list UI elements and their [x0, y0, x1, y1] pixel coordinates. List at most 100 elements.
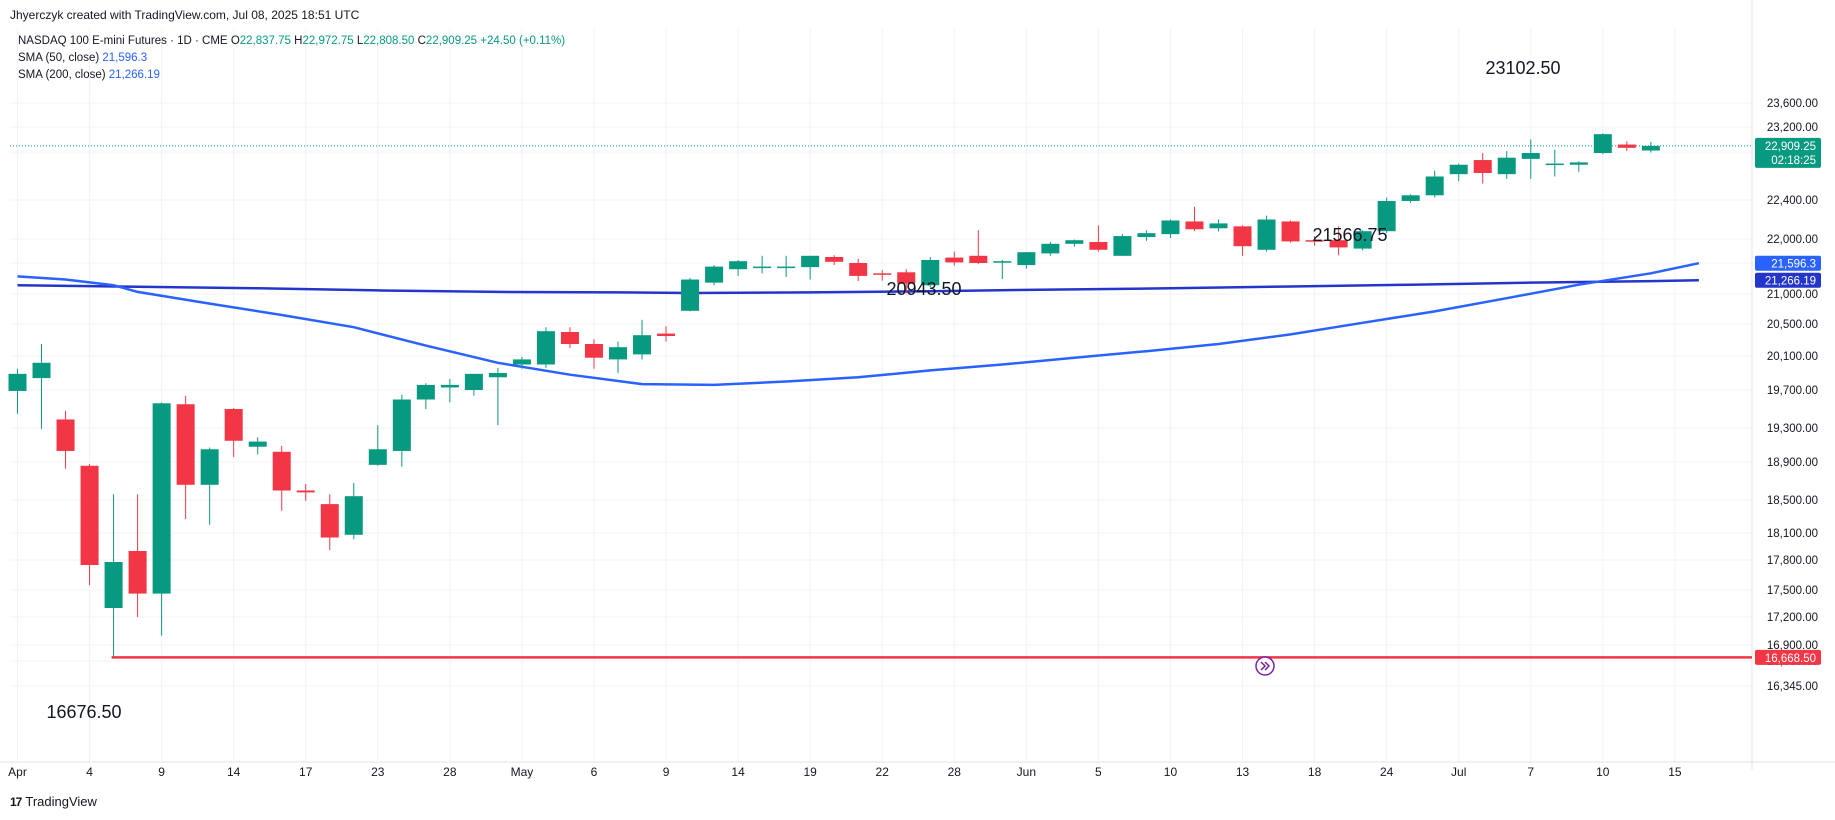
candle-up [488, 373, 507, 378]
tradingview-logo-icon: 17 [10, 794, 22, 809]
countdown-label: 02:18:25 [1771, 155, 1816, 167]
price-tick-label: 19,700.00 [1767, 385, 1818, 397]
candle-down [657, 333, 676, 336]
price-tag-label: 21,266.19 [1765, 276, 1816, 288]
candle-up [32, 362, 51, 379]
candle-up [8, 373, 27, 391]
tradingview-brand: TradingView [25, 794, 97, 809]
time-tick-label: 15 [1668, 765, 1682, 779]
time-tick-label: 28 [948, 765, 962, 779]
candle-down [1305, 240, 1324, 242]
candle-down [176, 404, 195, 485]
price-tag-sma50[interactable] [1755, 255, 1821, 271]
price-tick-label: 20,100.00 [1767, 351, 1818, 363]
price-tick-label: 16,345.00 [1767, 681, 1818, 693]
time-tick-label: 7 [1527, 765, 1534, 779]
candle-up [777, 266, 796, 269]
price-tick-label: 20,500.00 [1767, 319, 1818, 331]
price-tick-label: 22,400.00 [1767, 195, 1818, 207]
time-tick-label: Apr [8, 765, 27, 779]
price-tick-label: 21,000.00 [1767, 289, 1818, 301]
candle-up [1377, 200, 1396, 232]
symbol-name[interactable]: NASDAQ 100 E-mini Futures · 1D · CME [18, 35, 228, 47]
time-tick-label: 22 [876, 765, 890, 779]
time-tick-label: 6 [591, 765, 598, 779]
time-tick-label: 19 [803, 765, 817, 779]
close-label: C [417, 35, 426, 47]
candle-up [1401, 195, 1420, 201]
candle-down [320, 504, 339, 538]
candle-down [128, 551, 147, 594]
candle-down [80, 465, 99, 565]
ohlc-legend: NASDAQ 100 E-mini Futures · 1D · CME O22… [18, 35, 565, 47]
close-value: 22,909.25 [425, 35, 478, 47]
price-tick-label: 17,500.00 [1767, 585, 1818, 597]
sma50-legend[interactable]: SMA (50, close) 21,596.3 [18, 52, 147, 64]
price-tag-label: 16,668.50 [1765, 653, 1816, 665]
sma200-legend[interactable]: SMA (200, close) 21,266.19 [18, 69, 160, 81]
candle-up [464, 373, 483, 390]
candle-up [344, 496, 363, 535]
candle-down [584, 344, 603, 358]
candle-down [969, 255, 988, 263]
price-annotation: 16676.50 [46, 702, 121, 722]
candle-up [440, 384, 459, 388]
time-tick-label: May [511, 765, 534, 779]
candle-up [609, 347, 627, 360]
candle-up [1041, 243, 1060, 254]
candle-up [633, 335, 652, 355]
candle-down [272, 451, 291, 491]
author-line: Jhyerczyk created with TradingView.com, … [10, 8, 360, 22]
candle-up [1113, 236, 1132, 256]
price-tag-current[interactable] [1755, 137, 1821, 168]
time-tick-label: 28 [443, 765, 457, 779]
time-tick-label: 10 [1164, 765, 1178, 779]
candle-up [1521, 153, 1540, 159]
sma50-value: 21,596.3 [102, 52, 148, 64]
time-tick-label: 17 [299, 765, 313, 779]
candle-up [512, 359, 531, 365]
candle-up [1569, 162, 1588, 165]
price-tag-sma200[interactable] [1755, 272, 1821, 288]
candle-up [1137, 233, 1156, 238]
candle-up [801, 255, 820, 268]
candle-down [945, 257, 964, 263]
price-tick-label: 17,200.00 [1767, 612, 1818, 624]
candle-up [104, 562, 123, 608]
candle-up [1497, 157, 1516, 175]
candle-up [368, 449, 387, 465]
price-tick-label: 22,000.00 [1767, 234, 1818, 246]
price-tick-label: 19,300.00 [1767, 423, 1818, 435]
price-tick-label: 23,600.00 [1767, 98, 1818, 110]
sma50-label: SMA (50, close) [18, 52, 100, 64]
price-tag-label: 21,596.3 [1771, 259, 1816, 271]
candle-down [897, 272, 916, 284]
time-tick-label: 23 [371, 765, 385, 779]
candle-up [392, 399, 411, 451]
open-value: 22,837.75 [239, 35, 291, 47]
candle-up [248, 441, 267, 447]
time-tick-label: Jul [1451, 765, 1466, 779]
sma200-value: 21,266.19 [108, 69, 160, 81]
high-value: 22,972.75 [302, 35, 354, 47]
time-tick-label: 14 [227, 765, 241, 779]
scroll-to-realtime-arrows [1260, 661, 1271, 671]
candle-down [1617, 144, 1636, 148]
candle-up [1641, 145, 1660, 151]
candle-up [705, 266, 724, 283]
candle-up [681, 279, 700, 311]
time-tick-label: 9 [158, 765, 165, 779]
price-tag-support[interactable] [1755, 649, 1821, 665]
candle-down [560, 332, 579, 344]
high-label: H [294, 35, 303, 47]
candle-down [224, 409, 243, 441]
sma200-label: SMA (200, close) [18, 69, 106, 81]
candle-down [1185, 221, 1204, 230]
price-tick-label: 18,500.00 [1767, 495, 1818, 507]
low-value: 22,808.50 [363, 35, 415, 47]
candle-up [152, 403, 171, 594]
candle-up [1209, 223, 1228, 229]
tradingview-footer[interactable]: 17 TradingView [10, 794, 97, 809]
candle-up [1449, 164, 1468, 175]
